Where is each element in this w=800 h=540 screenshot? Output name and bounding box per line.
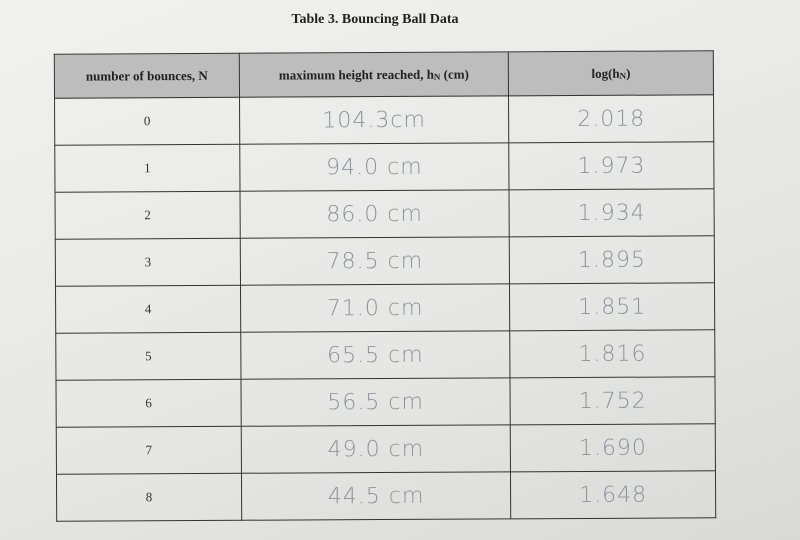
table-body: 0 104.3cm 2.018 1 94.0 cm 1.973 2 86.0 cm 1.934 3… bbox=[54, 94, 716, 522]
table-row: 7 49.0 cm 1.690 bbox=[56, 423, 716, 475]
table-row: 2 86.0 cm 1.934 bbox=[55, 188, 715, 240]
table-row: 8 44.5 cm 1.648 bbox=[56, 470, 716, 522]
header-text: ) bbox=[626, 65, 631, 81]
table-row: 6 56.5 cm 1.752 bbox=[55, 376, 716, 428]
header-row: number of bounces, N maximum height reac… bbox=[54, 50, 714, 99]
header-cell: maximum height reached, hN (cm) bbox=[239, 51, 509, 98]
bounce-cell: 0 bbox=[54, 97, 240, 146]
table-row: 3 78.5 cm 1.895 bbox=[55, 235, 715, 287]
header-sub: N bbox=[433, 71, 441, 82]
table-row: 1 94.0 cm 1.973 bbox=[54, 141, 714, 193]
height-cell: 94.0 cm bbox=[239, 142, 510, 192]
bounce-cell: 8 bbox=[56, 473, 242, 522]
log-cell: 1.690 bbox=[510, 423, 716, 472]
table-title: Table 3. Bouncing Ball Data bbox=[291, 12, 459, 27]
header-cell: number of bounces, N bbox=[54, 53, 240, 99]
log-cell: 1.973 bbox=[508, 141, 714, 190]
table-head: number of bounces, N maximum height reac… bbox=[54, 50, 714, 99]
height-cell: 86.0 cm bbox=[239, 189, 510, 239]
log-cell: 1.752 bbox=[510, 376, 716, 425]
bounce-cell: 7 bbox=[56, 426, 242, 475]
table-row: 0 104.3cm 2.018 bbox=[54, 94, 714, 146]
log-cell: 1.816 bbox=[509, 329, 715, 378]
bounce-cell: 2 bbox=[55, 191, 241, 240]
bounce-cell: 4 bbox=[55, 285, 241, 334]
bounce-cell: 5 bbox=[55, 332, 241, 381]
log-cell: 1.895 bbox=[509, 235, 715, 284]
header-cell: log(hN) bbox=[508, 50, 714, 96]
log-cell: 1.648 bbox=[510, 470, 716, 519]
height-cell: 44.5 cm bbox=[241, 471, 511, 521]
height-cell: 49.0 cm bbox=[241, 424, 511, 474]
height-cell: 104.3cm bbox=[239, 95, 509, 145]
log-cell: 1.851 bbox=[509, 282, 715, 331]
height-cell: 65.5 cm bbox=[240, 330, 511, 380]
bounce-cell: 3 bbox=[55, 238, 241, 287]
header-text: number of bounces, N bbox=[85, 67, 208, 84]
table-row: 5 65.5 cm 1.816 bbox=[55, 329, 715, 381]
height-cell: 71.0 cm bbox=[240, 283, 510, 333]
bounce-cell: 6 bbox=[55, 379, 242, 428]
header-text: log(h bbox=[591, 65, 620, 81]
log-cell: 1.934 bbox=[509, 188, 715, 237]
header-text: maximum height reached, h bbox=[278, 66, 434, 83]
header-sub: N bbox=[619, 70, 627, 81]
table-row: 4 71.0 cm 1.851 bbox=[55, 282, 715, 334]
data-table: number of bounces, N maximum height reac… bbox=[54, 50, 716, 522]
height-cell: 78.5 cm bbox=[240, 236, 510, 286]
log-cell: 2.018 bbox=[508, 94, 714, 143]
header-text: (cm) bbox=[440, 66, 469, 82]
height-cell: 56.5 cm bbox=[240, 377, 511, 427]
bounce-cell: 1 bbox=[54, 144, 240, 193]
